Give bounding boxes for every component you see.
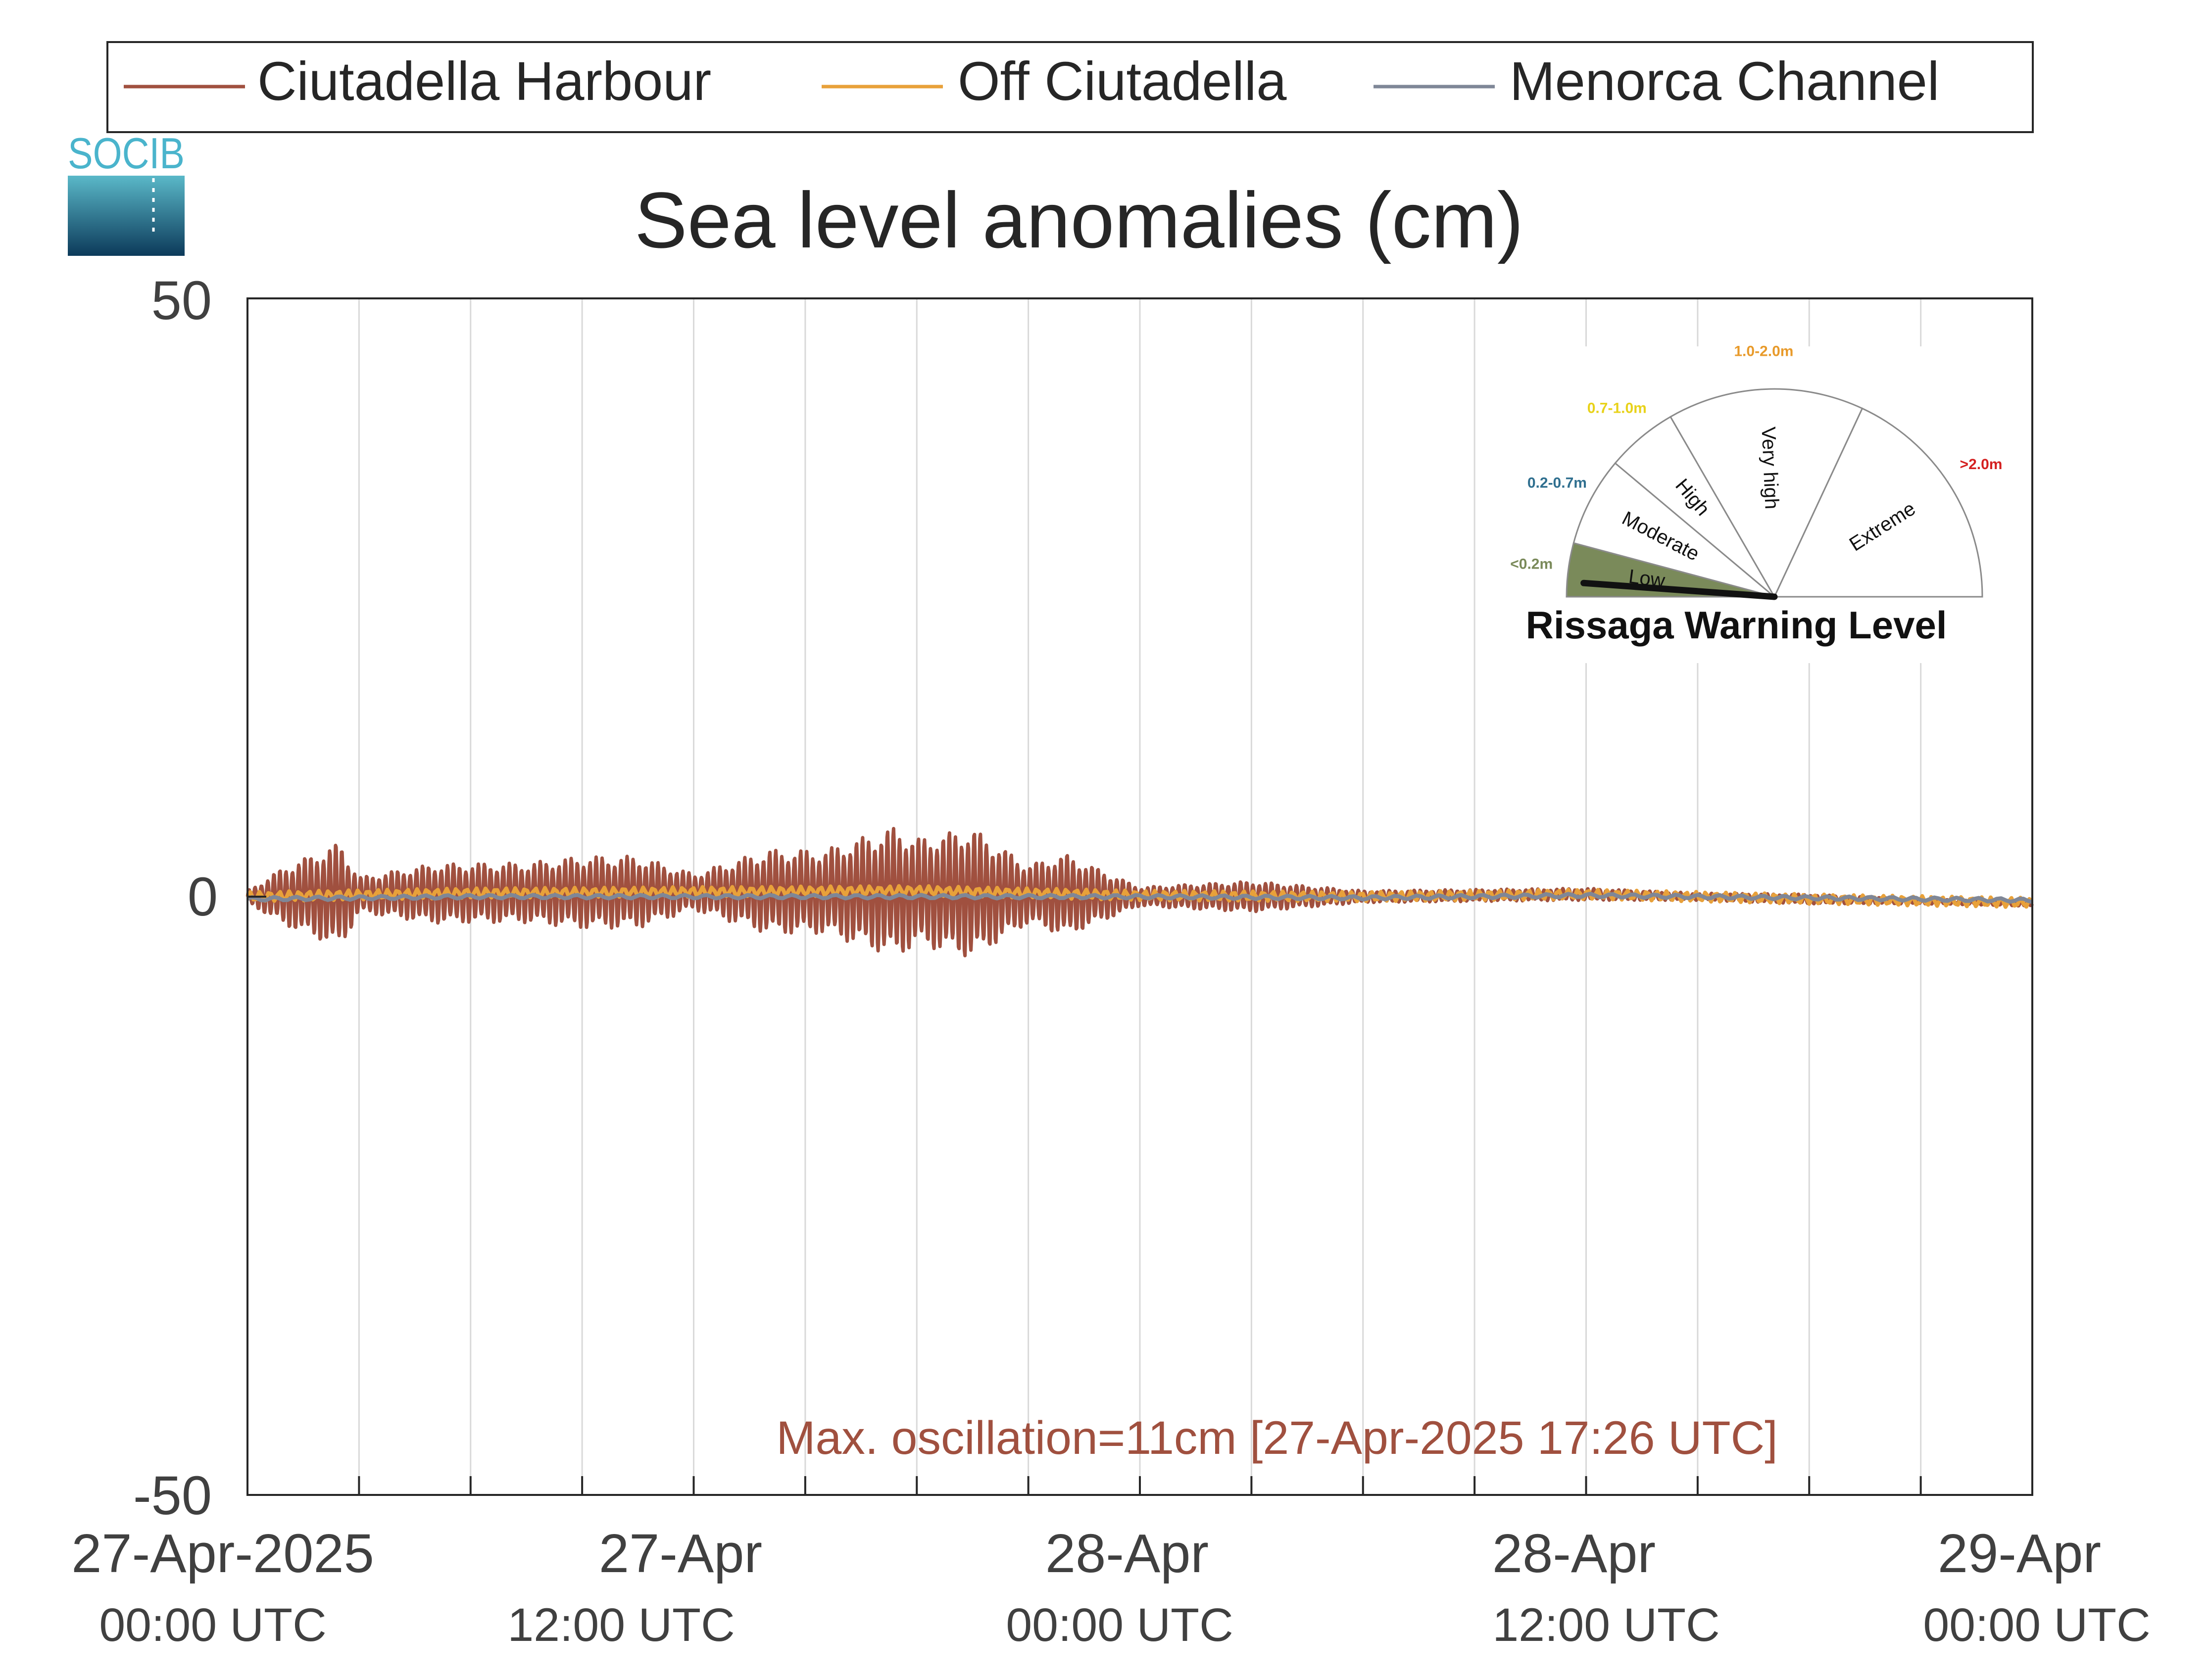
x-tick-label-0-line2: 00:00 UTC <box>99 1599 326 1651</box>
gauge-range-extreme: >2.0m <box>1960 456 2003 473</box>
x-tick-label-1-line1: 27-Apr <box>599 1523 762 1584</box>
socib-logo: SOCIB <box>68 129 185 256</box>
gauge-sectors <box>1566 388 1983 599</box>
legend: Ciutadella Harbour Off Ciutadella Menorc… <box>106 41 2034 133</box>
x-tick-label-0-line1: 27-Apr-2025 <box>71 1523 374 1584</box>
y-tick-label-0: 0 <box>188 866 218 927</box>
chart-title: Sea level anomalies (cm) <box>635 176 1523 264</box>
x-tick-label-2-line1: 28-Apr <box>1045 1523 1209 1584</box>
series-layer <box>245 827 2034 958</box>
gauge-title: Rissaga Warning Level <box>1525 603 1947 647</box>
logo-text: SOCIB <box>68 129 185 178</box>
logo-block <box>68 176 185 256</box>
x-tick-label-4-line1: 29-Apr <box>1938 1523 2101 1584</box>
gauge-sector-high <box>1614 416 1775 598</box>
gauge-range-moderate: 0.2-0.7m <box>1527 475 1587 491</box>
gauge-label-very-high: Very high <box>1757 426 1782 510</box>
plot-frame <box>246 297 2033 1496</box>
series-off-ciutadella <box>245 884 2034 909</box>
legend-label-ciutadella-harbour: Ciutadella Harbour <box>257 51 711 112</box>
x-tick-label-1-line2: 12:00 UTC <box>507 1599 735 1651</box>
x-tick-label-3-line2: 12:00 UTC <box>1492 1599 1719 1651</box>
x-tick-label-2-line2: 00:00 UTC <box>1006 1599 1233 1651</box>
y-tick-label-neg50: -50 <box>133 1465 212 1526</box>
x-tick-label-4-line2: 00:00 UTC <box>1923 1599 2150 1651</box>
gauge-needle <box>1580 579 1778 600</box>
gauge-sector-very-high <box>1669 388 1864 599</box>
y-tick-label-50: 50 <box>151 270 212 331</box>
gauge-range-very-high: 1.0-2.0m <box>1734 343 1793 359</box>
gauge-range-high: 0.7-1.0m <box>1587 400 1647 417</box>
legend-label-off-ciutadella: Off Ciutadella <box>958 51 1287 112</box>
max-oscillation-annotation: Max. oscillation=11cm [27-Apr-2025 17:26… <box>776 1412 1777 1464</box>
gauge-sector-extreme <box>1773 407 1983 598</box>
gauge-sector-moderate <box>1572 462 1775 598</box>
series-menorca-channel <box>246 892 2033 904</box>
legend-label-menorca-channel: Menorca Channel <box>1510 51 1939 112</box>
legend-box <box>106 41 2034 133</box>
gauge-range-low: <0.2m <box>1510 556 1553 572</box>
x-tick-label-3-line1: 28-Apr <box>1492 1523 1656 1584</box>
